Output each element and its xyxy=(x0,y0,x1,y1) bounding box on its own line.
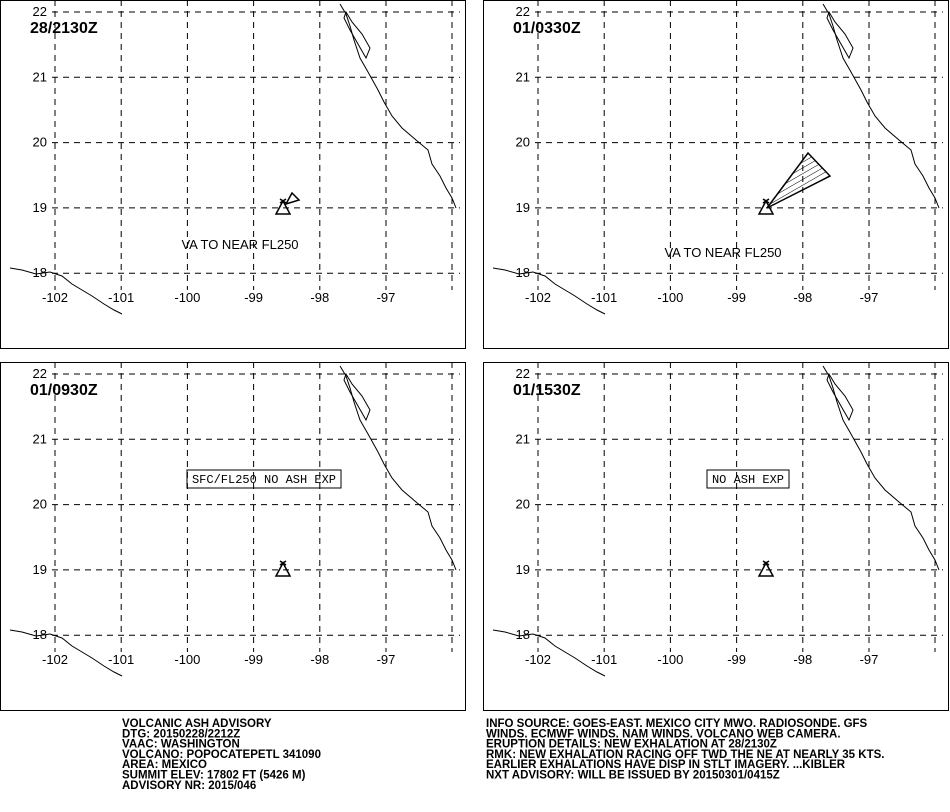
lagoon xyxy=(343,10,371,60)
lat-label: 22 xyxy=(516,366,530,381)
advisory-line: DTG: 20150228/2212Z xyxy=(122,728,240,740)
annotation: NO ASH EXP xyxy=(712,473,784,487)
coastline xyxy=(9,629,123,677)
lon-label: -97 xyxy=(860,290,879,305)
lat-label: 21 xyxy=(33,431,47,446)
lon-label: -100 xyxy=(174,290,200,305)
lat-label: 18 xyxy=(33,627,47,642)
advisory-line: SUMMIT ELEV: 17802 FT (5426 M) xyxy=(122,770,306,782)
panel-frame xyxy=(0,0,466,349)
volcano-symbol xyxy=(274,199,292,215)
volcano-symbol xyxy=(274,561,292,577)
map-panel: 22 21 20 19 18 -102 -101 -100 -99 -98 -97 01/1530Z N… xyxy=(483,362,949,711)
lat-label: 22 xyxy=(33,366,47,381)
volcano-plume-mark xyxy=(762,198,770,204)
lon-label: -101 xyxy=(108,652,134,667)
lon-label: -98 xyxy=(793,652,812,667)
map-panel: 22 21 20 19 18 -102 -101 -100 -99 -98 -97 28/2130Z V… xyxy=(0,0,466,349)
lon-label: -102 xyxy=(42,290,68,305)
lat-label: 20 xyxy=(516,497,530,512)
lat-label: 18 xyxy=(516,265,530,280)
lat-label: 19 xyxy=(516,200,530,215)
lon-label: -98 xyxy=(310,652,329,667)
annotation: VA TO NEAR FL250 xyxy=(181,237,298,252)
lat-label: 18 xyxy=(516,627,530,642)
coastline xyxy=(492,267,606,315)
lat-label: 19 xyxy=(33,562,47,577)
lon-label: -99 xyxy=(727,290,746,305)
lat-label: 19 xyxy=(33,200,47,215)
valid-time: 01/0930Z xyxy=(30,382,98,399)
lat-label: 20 xyxy=(33,135,47,150)
advisory-line: INFO SOURCE: GOES-EAST. MEXICO CITY MWO.… xyxy=(486,718,868,730)
lat-label: 21 xyxy=(33,69,47,84)
annotation: VA TO NEAR FL250 xyxy=(664,245,781,260)
lon-label: -100 xyxy=(657,652,683,667)
lat-label: 22 xyxy=(516,4,530,19)
lat-label: 20 xyxy=(516,135,530,150)
annotation-box xyxy=(186,469,342,489)
lon-label: -101 xyxy=(591,290,617,305)
advisory-line: RMK: NEW EXHALATION RACING OFF TWD THE N… xyxy=(486,749,884,761)
lagoon xyxy=(826,372,854,422)
panel-frame xyxy=(483,362,949,711)
advisory-line: ERUPTION DETAILS: NEW EXHALATION AT 28/2… xyxy=(486,739,777,751)
lon-label: -98 xyxy=(793,290,812,305)
valid-time: 28/2130Z xyxy=(30,20,98,37)
lon-label: -101 xyxy=(108,290,134,305)
advisory-line: WINDS. ECMWF WINDS. NAM WINDS. VOLCANO W… xyxy=(486,728,841,740)
map-panel: 22 21 20 19 18 -102 -101 -100 -99 -98 -97 01/0930Z S… xyxy=(0,362,466,711)
volcano-symbol xyxy=(757,199,775,215)
lon-label: -97 xyxy=(860,652,879,667)
lon-label: -100 xyxy=(174,652,200,667)
lat-label: 21 xyxy=(516,69,530,84)
lon-label: -99 xyxy=(244,290,263,305)
coastline xyxy=(492,629,606,677)
volcano-plume-mark xyxy=(762,560,770,566)
annotation: SFC/FL250 NO ASH EXP xyxy=(192,473,336,487)
advisory-line: VOLCANO: POPOCATEPETL 341090 xyxy=(122,749,321,761)
lon-label: -97 xyxy=(377,652,396,667)
lagoon xyxy=(826,10,854,60)
advisory-line: AREA: MEXICO xyxy=(122,759,207,771)
annotation-box xyxy=(706,469,790,489)
volcano-plume-mark xyxy=(279,198,287,204)
lat-label: 19 xyxy=(516,562,530,577)
advisory-line: VOLCANIC ASH ADVISORY xyxy=(122,718,272,730)
lon-label: -102 xyxy=(525,652,551,667)
advisory-line: VAAC: WASHINGTON xyxy=(122,739,240,751)
advisory-line: NXT ADVISORY: WILL BE ISSUED BY 20150301… xyxy=(486,770,780,782)
map-panel: 22 21 20 19 18 -102 -101 -100 -99 -98 -97 01/0330Z V… xyxy=(483,0,949,349)
lat-label: 20 xyxy=(33,497,47,512)
volcano-symbol xyxy=(757,561,775,577)
lon-label: -97 xyxy=(377,290,396,305)
ash-cloud xyxy=(284,191,301,206)
lat-label: 21 xyxy=(516,431,530,446)
valid-time: 01/0330Z xyxy=(513,20,581,37)
lon-label: -99 xyxy=(244,652,263,667)
coastline xyxy=(9,267,123,315)
lat-label: 18 xyxy=(33,265,47,280)
advisory-line: EARLIER EXHALATIONS HAVE DISP IN STLT IM… xyxy=(486,759,846,771)
lon-label: -98 xyxy=(310,290,329,305)
valid-time: 01/1530Z xyxy=(513,382,581,399)
lon-label: -100 xyxy=(657,290,683,305)
panel-frame xyxy=(483,0,949,349)
lon-label: -102 xyxy=(525,290,551,305)
lon-label: -99 xyxy=(727,652,746,667)
panel-frame xyxy=(0,362,466,711)
lagoon xyxy=(343,372,371,422)
volcano-plume-mark xyxy=(279,560,287,566)
lon-label: -102 xyxy=(42,652,68,667)
lon-label: -101 xyxy=(591,652,617,667)
ash-cloud xyxy=(766,151,832,209)
advisory-line: ADVISORY NR: 2015/046 xyxy=(122,780,256,792)
lat-label: 22 xyxy=(33,4,47,19)
